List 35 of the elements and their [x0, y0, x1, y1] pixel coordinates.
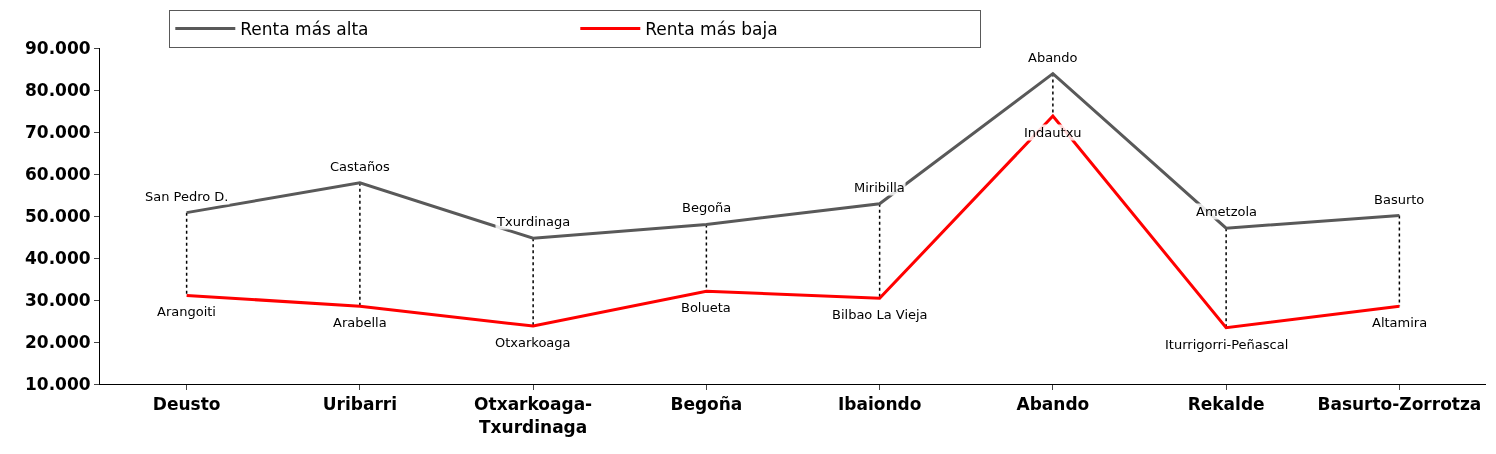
x-tick-label: Basurto-Zorrotza [1317, 394, 1482, 415]
x-tick-label: Rekalde [1187, 394, 1265, 415]
y-tick-label: 20.000 [24, 331, 91, 352]
y-tick-label: 50.000 [24, 205, 91, 226]
annotation: Bolueta [681, 300, 731, 315]
annotation: Basurto [1374, 192, 1425, 207]
y-tick-label: 10.000 [24, 373, 91, 394]
annotation: Abando [1028, 50, 1078, 65]
annotation: Arabella [333, 315, 387, 330]
x-tick-label: Deusto [152, 394, 221, 415]
y-tick-label: 80.000 [24, 79, 91, 100]
annotation: Ametzola [1196, 204, 1258, 219]
annotation: Begoña [682, 200, 732, 215]
y-tick-label: 30.000 [24, 289, 91, 310]
x-tick-label: Begoña [670, 394, 743, 415]
y-tick-label: 60.000 [24, 163, 91, 184]
x-tick-label: Ibaiondo [837, 394, 922, 415]
annotation: Arangoiti [157, 304, 216, 319]
annotation: Castaños [330, 159, 391, 174]
x-tick-label: Otxarkoaga-Txurdinaga [474, 394, 593, 437]
annotation: Bilbao La Vieja [832, 307, 928, 322]
annotation: Txurdinaga [496, 214, 571, 229]
annotation: San Pedro D. [145, 189, 229, 204]
annotation: Indautxu [1024, 125, 1082, 140]
x-tick-label: Abando [1016, 394, 1090, 415]
annotation: Altamira [1372, 315, 1428, 330]
y-tick-label: 40.000 [24, 247, 91, 268]
legend-label: Renta más alta [240, 19, 369, 40]
y-tick-label: 70.000 [24, 121, 91, 142]
x-tick-label: Uribarri [322, 394, 398, 415]
y-tick-label: 90.000 [24, 37, 91, 58]
legend-label: Renta más baja [645, 19, 778, 40]
annotation: Otxarkoaga [495, 335, 571, 350]
annotation: Miribilla [854, 180, 905, 195]
annotation: Iturrigorri-Peñascal [1165, 337, 1289, 352]
